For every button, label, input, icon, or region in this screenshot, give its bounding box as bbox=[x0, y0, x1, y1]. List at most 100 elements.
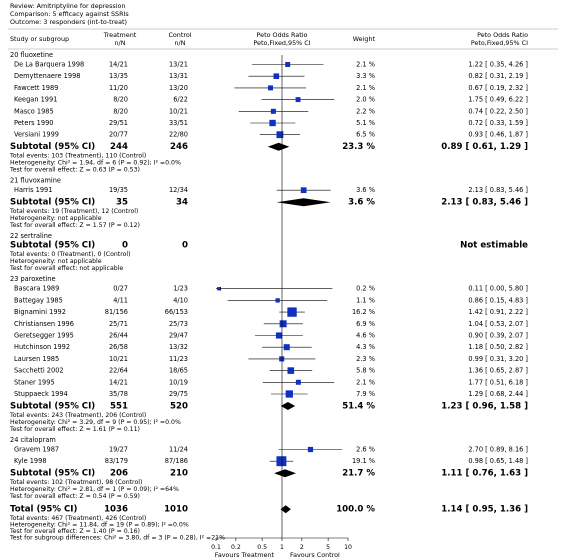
note: Test for overall effect: Z = 1.40 (P = 0… bbox=[9, 528, 140, 535]
subtotal-ci: 1.14 [ 0.95, 1.36 ] bbox=[441, 505, 528, 515]
treatment-events: 0/27 bbox=[113, 285, 128, 293]
effect-ci: 1.77 [ 0.51, 6.18 ] bbox=[468, 378, 528, 386]
effect-ci: 2.70 [ 0.89, 8.16 ] bbox=[468, 446, 528, 454]
column-header: n/N bbox=[175, 39, 186, 47]
study-name: Gravem 1987 bbox=[14, 446, 59, 454]
x-tick-label: 1 bbox=[280, 544, 284, 551]
subtotal-ci: 1.23 [ 0.96, 1.58 ] bbox=[441, 402, 528, 412]
weight: 0.2 % bbox=[356, 285, 375, 293]
subtotal-label: Subtotal (95% CI) bbox=[10, 241, 95, 251]
effect-square bbox=[285, 62, 291, 67]
subtotal-weight: 3.6 % bbox=[348, 198, 375, 208]
weight: 5.1 % bbox=[356, 119, 375, 127]
subtotal-ci: Not estimable bbox=[460, 241, 528, 251]
control-events: 11/23 bbox=[169, 355, 188, 363]
pooled-diamond bbox=[276, 198, 331, 207]
x-tick-label: 0.2 bbox=[231, 544, 241, 551]
weight: 2.2 % bbox=[356, 107, 375, 115]
treatment-events: 4/11 bbox=[113, 296, 128, 304]
weight: 1.1 % bbox=[356, 296, 375, 304]
treatment-events: 11/20 bbox=[109, 84, 128, 92]
treatment-events: 29/51 bbox=[109, 119, 128, 127]
subtotal-label: Subtotal (95% CI) bbox=[10, 402, 95, 412]
note: Test for overall effect: Z = 1.57 (P = 0… bbox=[9, 222, 140, 229]
effect-ci: 1.18 [ 0.50, 2.82 ] bbox=[468, 343, 528, 351]
effect-ci: 0.98 [ 0.65, 1.48 ] bbox=[468, 457, 528, 465]
subtotal-control: 1010 bbox=[164, 505, 188, 515]
control-events: 66/153 bbox=[165, 308, 188, 316]
weight: 2.1 % bbox=[356, 61, 375, 69]
study-name: Masco 1985 bbox=[14, 107, 54, 115]
favours-right: Favours Control bbox=[290, 551, 340, 559]
column-header: Peto,Fixed,95% CI bbox=[471, 39, 528, 47]
review: Review: Amitriptyline for depression bbox=[10, 2, 126, 10]
note: Heterogeneity: Chi² = 2.81, df = 1 (P = … bbox=[10, 486, 179, 493]
note: Heterogeneity: Chi² = 1.94, df = 6 (P = … bbox=[10, 160, 181, 167]
treatment-events: 83/179 bbox=[105, 457, 128, 465]
effect-square bbox=[283, 344, 290, 351]
study-name: Staner 1995 bbox=[14, 378, 55, 386]
control-events: 6/22 bbox=[173, 96, 188, 104]
subtotal-treatment: 0 bbox=[122, 241, 128, 251]
subtotal-label: Subtotal (95% CI) bbox=[10, 469, 95, 479]
note: Heterogeneity: Chi² = 11.84, df = 19 (P … bbox=[10, 521, 189, 528]
subtotal-treatment: 1036 bbox=[104, 505, 128, 515]
subtotal-control: 520 bbox=[170, 402, 188, 412]
column-header: Treatment bbox=[103, 31, 137, 39]
treatment-events: 14/21 bbox=[109, 61, 128, 69]
subtotal-weight: 51.4 % bbox=[342, 402, 375, 412]
subtotal-weight: 23.3 % bbox=[342, 142, 375, 152]
x-tick-label: 0.5 bbox=[257, 544, 267, 551]
subtotal-treatment: 244 bbox=[110, 142, 128, 152]
study-name: Bascara 1989 bbox=[14, 285, 59, 293]
treatment-events: 26/44 bbox=[109, 332, 128, 340]
column-header: Study or subgroup bbox=[10, 35, 69, 43]
study-name: Keegan 1991 bbox=[14, 96, 57, 104]
control-events: 10/21 bbox=[169, 107, 188, 115]
study-name: Demyttenaere 1998 bbox=[14, 72, 80, 80]
effect-square bbox=[287, 307, 297, 317]
group-name: 22 sertraline bbox=[10, 232, 52, 240]
study-name: Stuppaeck 1994 bbox=[14, 390, 68, 398]
note: Test for overall effect: Z = 1.61 (P = 0… bbox=[9, 426, 140, 433]
effect-ci: 1.22 [ 0.35, 4.26 ] bbox=[468, 61, 528, 69]
effect-square bbox=[295, 379, 301, 385]
control-events: 22/80 bbox=[169, 131, 188, 139]
subtotal-treatment: 206 bbox=[110, 469, 128, 479]
note: Total events: 19 (Treatment), 12 (Contro… bbox=[9, 208, 138, 215]
control-events: 4/10 bbox=[173, 296, 188, 304]
effect-square bbox=[273, 73, 280, 79]
favours-left: Favours Treatment bbox=[215, 551, 275, 559]
effect-ci: 1.29 [ 0.68, 2.44 ] bbox=[468, 390, 528, 398]
treatment-events: 14/21 bbox=[109, 378, 128, 386]
group-name: 20 fluoxetine bbox=[10, 51, 53, 59]
study-name: Harris 1991 bbox=[14, 186, 52, 194]
treatment-events: 19/35 bbox=[109, 186, 128, 194]
weight: 19.1 % bbox=[352, 457, 375, 465]
effect-square bbox=[287, 367, 295, 374]
subtotal-ci: 1.11 [ 0.76, 1.63 ] bbox=[441, 469, 528, 479]
treatment-events: 35/78 bbox=[109, 390, 128, 398]
pooled-diamond bbox=[280, 505, 291, 514]
study-name: Bignamini 1992 bbox=[14, 308, 66, 316]
column-header: Weight bbox=[353, 35, 376, 43]
study-name: Fawcett 1989 bbox=[14, 84, 58, 92]
weight: 16.2 % bbox=[352, 308, 375, 316]
effect-ci: 0.74 [ 0.22, 2.50 ] bbox=[468, 107, 528, 115]
note: Test for overall effect: not applicable bbox=[9, 265, 123, 272]
x-tick-label: 2 bbox=[300, 544, 304, 551]
note: Total events: 103 (Treatment), 110 (Cont… bbox=[9, 153, 146, 160]
note: Total events: 243 (Treatment), 206 (Cont… bbox=[9, 412, 146, 419]
column-header: Control bbox=[168, 31, 191, 39]
comparison: Comparison: 5 efficacy against SSRIs bbox=[10, 10, 129, 18]
treatment-events: 8/20 bbox=[113, 96, 128, 104]
effect-square bbox=[275, 332, 283, 339]
column-header: Peto Odds Ratio bbox=[257, 31, 308, 39]
subtotal-treatment: 551 bbox=[110, 402, 128, 412]
effect-square bbox=[300, 187, 307, 194]
subtotal-label: Subtotal (95% CI) bbox=[10, 198, 95, 208]
study-name: Hutchinson 1992 bbox=[14, 343, 70, 351]
effect-square bbox=[269, 119, 276, 127]
